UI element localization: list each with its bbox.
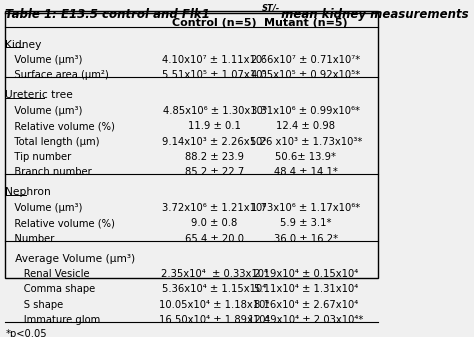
Text: Renal Vesicle: Renal Vesicle [5,269,90,279]
Text: 12.49x10⁴ ± 2.03x10⁴*: 12.49x10⁴ ± 2.03x10⁴* [248,315,364,325]
Text: Mutant (n=5): Mutant (n=5) [264,18,348,28]
Text: 2.66x10⁷ ± 0.71x10⁷*: 2.66x10⁷ ± 0.71x10⁷* [251,55,361,65]
Text: 5.26 x10³ ± 1.73x10³*: 5.26 x10³ ± 1.73x10³* [250,136,362,147]
Text: 9.14x10³ ± 2.26x10³: 9.14x10³ ± 2.26x10³ [163,136,267,147]
Text: 4.05x10⁵ ± 0.92x10⁵*: 4.05x10⁵ ± 0.92x10⁵* [251,70,361,81]
Text: Branch number: Branch number [5,167,92,177]
Text: 11.9 ± 0.1: 11.9 ± 0.1 [188,121,241,131]
Text: 1.73x10⁶ ± 1.17x10⁶*: 1.73x10⁶ ± 1.17x10⁶* [251,203,361,213]
Text: 4.85x10⁶ ± 1.30x10⁶: 4.85x10⁶ ± 1.30x10⁶ [163,106,266,116]
Text: 36.0 ± 16.2*: 36.0 ± 16.2* [274,234,338,244]
Text: Immature glom: Immature glom [5,315,100,325]
Text: 3.72x10⁶ ± 1.21x10⁶: 3.72x10⁶ ± 1.21x10⁶ [163,203,267,213]
Text: 2.35x10⁴  ± 0.33x10⁴: 2.35x10⁴ ± 0.33x10⁴ [161,269,268,279]
Text: Nephron: Nephron [5,187,51,197]
Text: 8.16x10⁴ ± 2.67x10⁴: 8.16x10⁴ ± 2.67x10⁴ [254,300,358,310]
Text: S shape: S shape [5,300,64,310]
Text: Surface area (μm²): Surface area (μm²) [5,70,109,81]
Text: 5.51x10⁵ ± 1.07x10⁵: 5.51x10⁵ ± 1.07x10⁵ [162,70,267,81]
Text: Comma shape: Comma shape [5,284,95,295]
Text: Volume (μm³): Volume (μm³) [5,203,82,213]
Text: 16.50x10⁴ ± 1.89x10⁴: 16.50x10⁴ ± 1.89x10⁴ [159,315,270,325]
Text: Average Volume (μm³): Average Volume (μm³) [5,254,135,264]
Text: *p<0.05: *p<0.05 [5,329,47,337]
Text: 88.2 ± 23.9: 88.2 ± 23.9 [185,152,244,162]
Text: 9.0 ± 0.8: 9.0 ± 0.8 [191,218,237,228]
Text: 5.11x10⁴ ± 1.31x10⁴: 5.11x10⁴ ± 1.31x10⁴ [254,284,358,295]
Text: 3.31x10⁶ ± 0.99x10⁶*: 3.31x10⁶ ± 0.99x10⁶* [251,106,360,116]
Text: mean kidney measurements: mean kidney measurements [277,8,469,21]
Text: Tip number: Tip number [5,152,72,162]
Text: Ureteric tree: Ureteric tree [5,90,73,100]
Text: 65.4 ± 20.0: 65.4 ± 20.0 [185,234,244,244]
Text: 48.4 ± 14.1*: 48.4 ± 14.1* [274,167,338,177]
Text: Relative volume (%): Relative volume (%) [5,121,115,131]
Text: 5.9 ± 3.1*: 5.9 ± 3.1* [280,218,332,228]
Text: 10.05x10⁴ ± 1.18x10⁴: 10.05x10⁴ ± 1.18x10⁴ [159,300,270,310]
Text: Number: Number [5,234,55,244]
Text: Volume (μm³): Volume (μm³) [5,55,82,65]
Text: Total length (μm): Total length (μm) [5,136,100,147]
Text: 4.10x10⁷ ± 1.11x10⁷: 4.10x10⁷ ± 1.11x10⁷ [163,55,266,65]
Text: Volume (μm³): Volume (μm³) [5,106,82,116]
Text: 12.4 ± 0.98: 12.4 ± 0.98 [276,121,336,131]
Text: Table 1: E13.5 control and Flk1: Table 1: E13.5 control and Flk1 [5,8,210,21]
Text: 2.19x10⁴ ± 0.15x10⁴: 2.19x10⁴ ± 0.15x10⁴ [254,269,358,279]
Text: Kidney: Kidney [5,40,42,50]
Text: 5.36x10⁴ ± 1.15x10⁴: 5.36x10⁴ ± 1.15x10⁴ [163,284,267,295]
Text: 85.2 ± 22.7: 85.2 ± 22.7 [185,167,244,177]
Text: Control (n=5): Control (n=5) [172,18,257,28]
Text: ST/-: ST/- [262,3,280,12]
Text: Relative volume (%): Relative volume (%) [5,218,115,228]
Text: 50.6± 13.9*: 50.6± 13.9* [275,152,337,162]
